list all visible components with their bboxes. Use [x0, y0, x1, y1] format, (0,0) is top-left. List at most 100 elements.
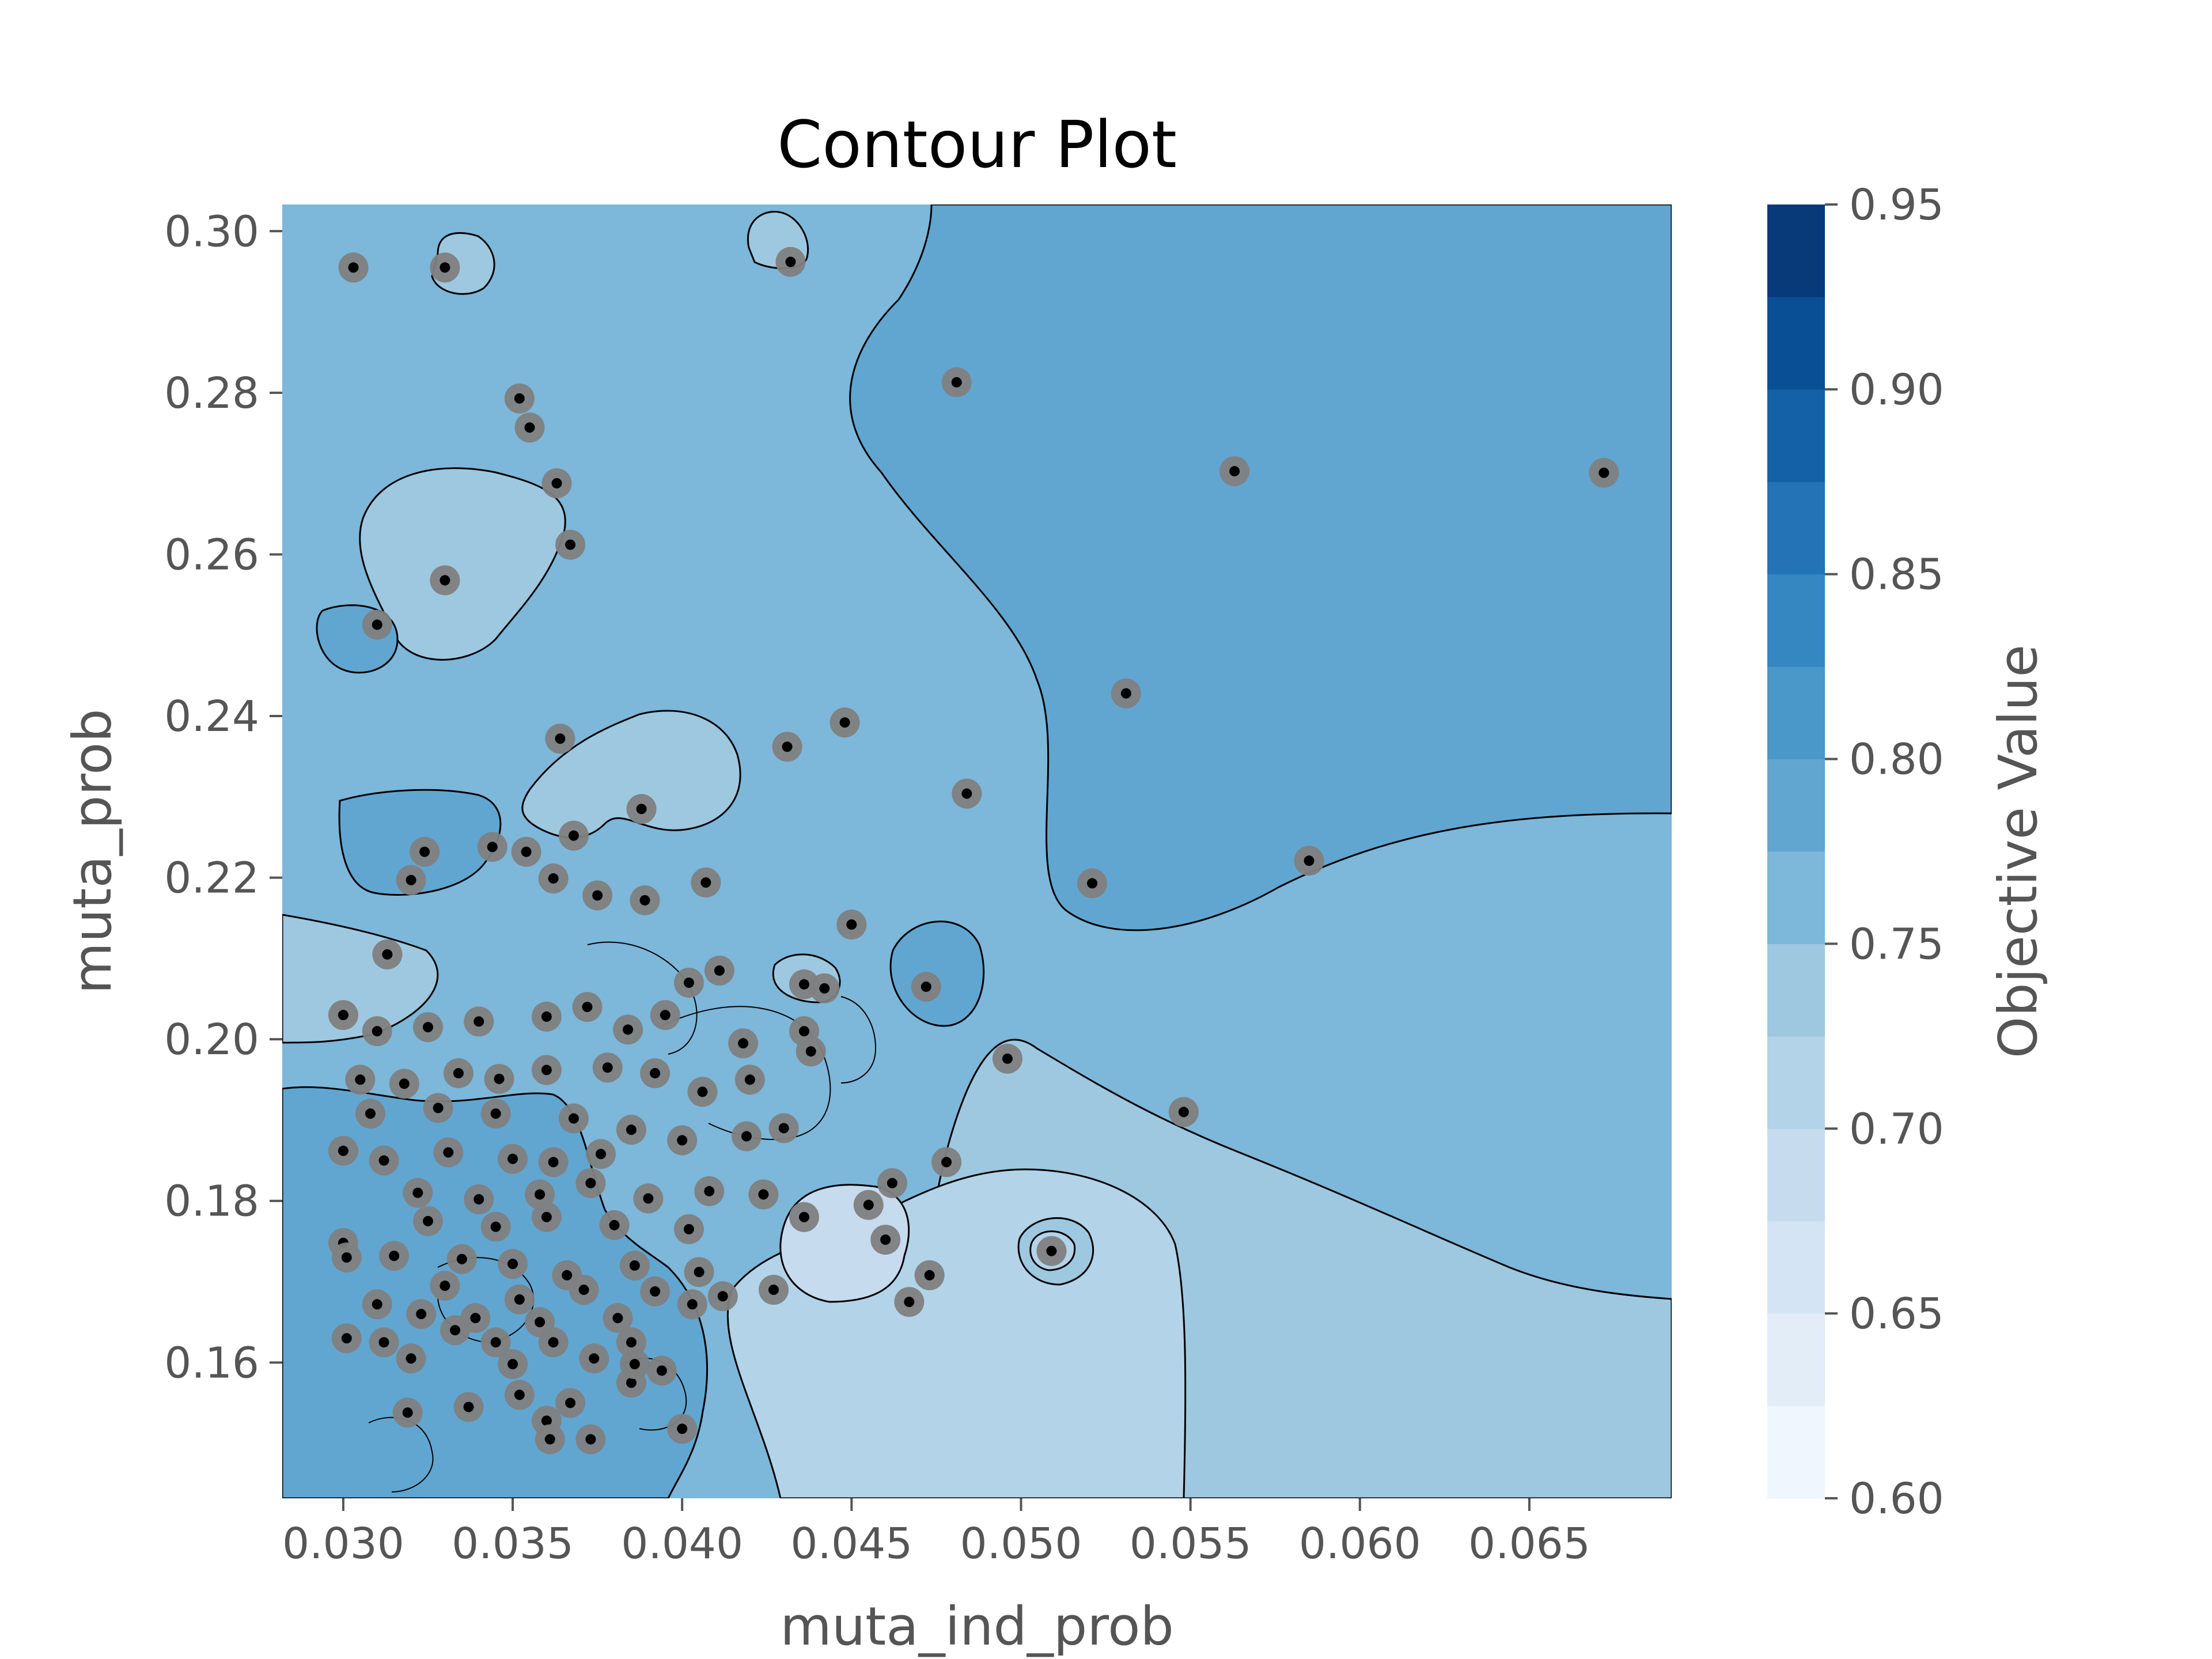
- trial-point: [626, 1377, 637, 1388]
- colorbar-segment: [1767, 666, 1825, 760]
- trial-point: [541, 1011, 552, 1022]
- trial-point: [768, 1285, 779, 1296]
- trial-point: [422, 1022, 433, 1033]
- trial-point: [541, 1211, 552, 1222]
- trial-point: [402, 1407, 413, 1418]
- y-tick-label: 0.24: [164, 692, 259, 741]
- trial-point: [798, 1026, 809, 1037]
- y-tick-label: 0.28: [164, 369, 259, 418]
- trial-point: [578, 1285, 589, 1296]
- trial-point: [677, 1423, 688, 1434]
- trial-point: [541, 1415, 552, 1426]
- trial-point: [660, 1010, 671, 1021]
- trial-point: [798, 979, 809, 990]
- trial-point: [372, 619, 382, 630]
- trial-point: [341, 1333, 352, 1344]
- trial-point: [687, 1299, 698, 1310]
- trial-point: [378, 1337, 389, 1348]
- trial-point: [389, 1251, 400, 1262]
- trial-point: [805, 1046, 816, 1057]
- trial-point: [382, 949, 393, 960]
- y-tick-label: 0.22: [164, 854, 259, 903]
- trial-point: [623, 1024, 634, 1035]
- y-axis: 0.16 0.18 0.20 0.22 0.24 0.26 0.28 0.30: [164, 207, 282, 1388]
- contour-region-middle-left-island: [889, 921, 985, 1027]
- trial-point: [700, 877, 711, 888]
- trial-point: [961, 788, 972, 799]
- colorbar-tick-label: 0.75: [1849, 919, 1944, 969]
- colorbar-segment: [1767, 851, 1825, 944]
- colorbar-segment: [1767, 574, 1825, 667]
- trial-point: [612, 1313, 623, 1324]
- trial-point: [863, 1199, 874, 1210]
- trial-point: [372, 1299, 382, 1310]
- y-tick-label: 0.26: [164, 530, 259, 579]
- trial-point: [406, 874, 416, 885]
- trial-point: [819, 983, 830, 994]
- trial-point: [341, 1252, 352, 1263]
- trial-point: [568, 1113, 579, 1124]
- trial-point: [453, 1068, 464, 1079]
- colorbar-tick-label: 0.70: [1849, 1104, 1944, 1154]
- trial-point: [372, 1026, 382, 1037]
- colorbar-segment: [1767, 1313, 1825, 1407]
- trial-point: [565, 1397, 576, 1408]
- plot-area: [282, 204, 1672, 1498]
- trial-point: [904, 1297, 915, 1308]
- trial-point: [544, 1434, 555, 1445]
- trial-point: [535, 1317, 546, 1328]
- colorbar-tick-label: 0.65: [1849, 1289, 1944, 1339]
- colorbar-label: Objective Value: [1987, 645, 2049, 1058]
- trial-point: [677, 1135, 688, 1146]
- trial-point: [507, 1153, 518, 1164]
- trial-point: [450, 1325, 461, 1336]
- trial-point: [636, 804, 647, 815]
- trial-point: [694, 1267, 704, 1278]
- trial-point: [738, 1038, 749, 1049]
- trial-point: [839, 717, 850, 728]
- x-tick-label: 0.055: [1130, 1519, 1252, 1569]
- trial-point: [338, 1010, 349, 1021]
- trial-point: [778, 1123, 789, 1134]
- trial-point: [338, 1145, 349, 1156]
- trial-point: [704, 1185, 715, 1196]
- colorbar-segment: [1767, 204, 1825, 297]
- trial-point: [440, 262, 450, 273]
- trial-point: [470, 1313, 481, 1324]
- contour-region-lower-left: [282, 1086, 708, 1498]
- trial-point: [1087, 878, 1098, 889]
- colorbar-segment: [1767, 1221, 1825, 1314]
- y-tick-label: 0.16: [164, 1338, 259, 1388]
- trial-point: [1599, 467, 1609, 478]
- contour-region-center-upper: [521, 710, 741, 839]
- trial-point: [785, 256, 796, 267]
- trial-point: [582, 1002, 593, 1013]
- trial-point: [602, 1062, 613, 1073]
- x-axis: 0.030 0.035 0.040 0.045 0.050 0.055 0.060 0.065: [282, 1498, 1590, 1569]
- trial-point: [798, 1211, 809, 1222]
- trial-point: [524, 422, 535, 433]
- colorbar-tick-label: 0.85: [1849, 550, 1944, 600]
- trial-point: [758, 1189, 769, 1200]
- y-tick-label: 0.30: [164, 207, 259, 256]
- trial-point: [683, 977, 694, 988]
- trial-point: [490, 1337, 501, 1348]
- trial-point: [433, 1103, 444, 1113]
- trial-point: [355, 1074, 366, 1085]
- trial-point: [1178, 1107, 1189, 1118]
- trial-point: [626, 1124, 637, 1135]
- trial-point: [924, 1270, 935, 1281]
- trial-point: [656, 1365, 667, 1376]
- trial-point: [585, 1177, 596, 1188]
- x-tick-label: 0.045: [790, 1519, 912, 1569]
- trial-point: [782, 741, 793, 752]
- trial-point: [887, 1177, 897, 1188]
- trial-point: [412, 1187, 423, 1198]
- x-tick-label: 0.050: [960, 1519, 1082, 1569]
- trial-point: [419, 846, 430, 857]
- trial-point: [643, 1193, 654, 1204]
- trial-point: [650, 1286, 661, 1297]
- trial-point: [507, 1259, 518, 1270]
- colorbar-segment: [1767, 1036, 1825, 1129]
- trial-point: [717, 1291, 728, 1302]
